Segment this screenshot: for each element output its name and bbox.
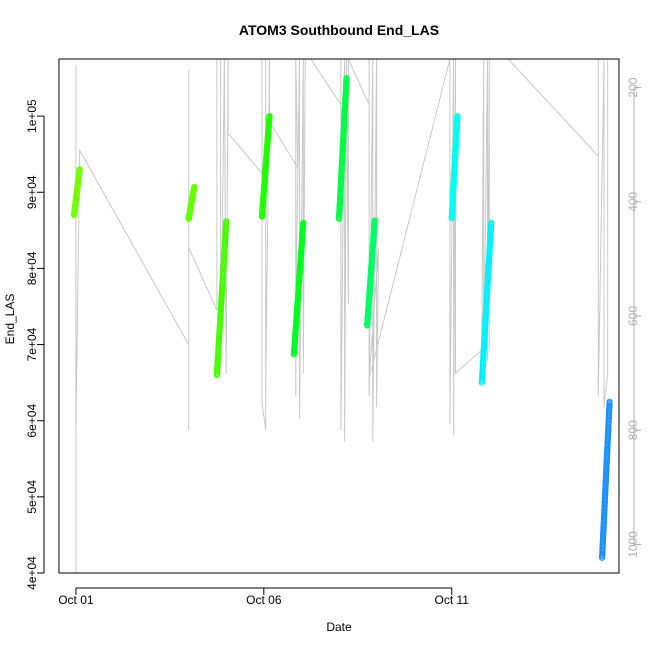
y-tick-label: 7e+04 [25,327,39,361]
series-cluster-6 [335,74,350,223]
series-cluster-10 [598,398,613,561]
y2-tick-label: 600 [626,306,640,326]
y-tick-label: 5e+04 [25,480,39,514]
x-axis-label: Date [326,620,352,634]
series-cluster-4 [258,113,273,220]
x-tick-label: Oct 06 [246,593,282,607]
chart-title: ATOM3 Southbound End_LAS [239,22,439,38]
points-layer [70,74,613,561]
series-cluster-1 [70,166,83,219]
data-point [191,183,198,191]
series-cluster-2 [185,183,198,223]
series-cluster-8 [448,113,461,222]
data-point [266,113,273,120]
x-tick-label: Oct 11 [435,593,470,607]
y-tick-label: 6e+04 [25,404,39,438]
y-tick-label: 1e+05 [25,99,39,133]
data-point [606,398,613,405]
y2-tick-label: 400 [626,191,640,211]
data-point [454,113,461,120]
y-axis-left: 4e+04 5e+04 6e+04 7e+04 8e+04 9e+04 1e+05 [25,99,45,590]
y-tick-label: 4e+04 [25,556,39,590]
data-point [488,219,495,226]
data-point [300,219,307,226]
y-tick-label: 9e+04 [25,175,39,209]
data-point [76,166,83,173]
plot-frame [58,58,620,574]
data-point [371,217,378,224]
y-axis-right: 200 400 600 800 1000 [626,77,641,558]
data-point [343,74,350,82]
x-axis: Oct 01 Oct 06 Oct 11 [58,587,470,607]
y-axis-label: End_LAS [3,294,17,345]
series-cluster-9 [478,219,495,386]
series-cluster-5 [290,219,307,358]
y2-tick-label: 200 [626,77,640,97]
y2-tick-label: 1000 [626,531,640,558]
data-point [223,218,230,225]
x-tick-label: Oct 01 [58,593,94,607]
y2-tick-label: 800 [626,420,640,440]
series-cluster-3 [213,218,230,379]
y-tick-label: 8e+04 [25,251,39,285]
series-cluster-7 [364,217,378,329]
